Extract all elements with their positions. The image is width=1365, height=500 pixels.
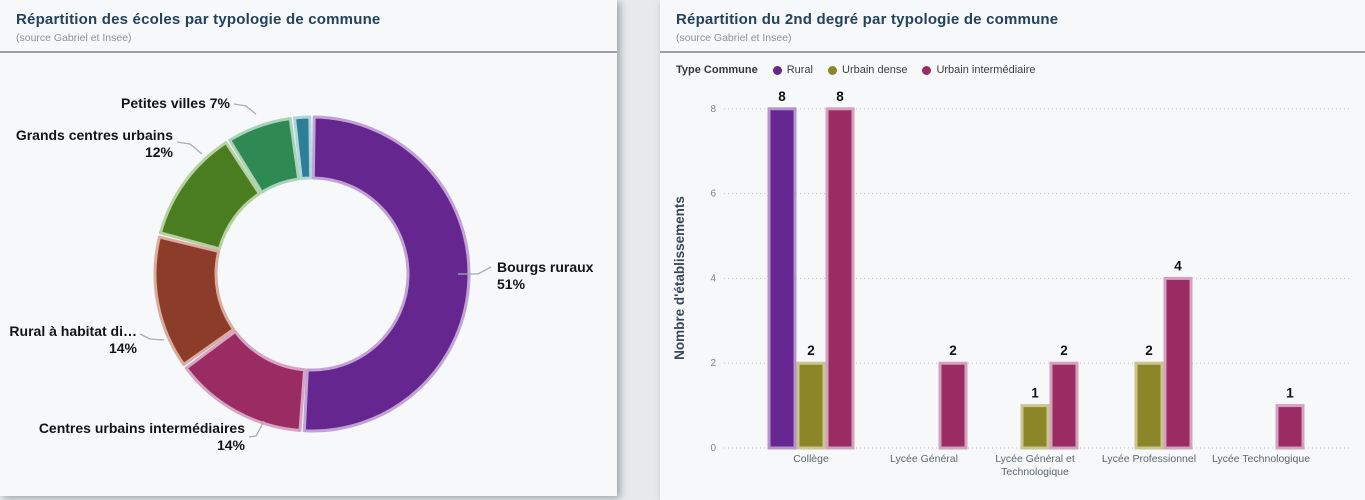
legend-item-urbain-intermédiaire[interactable]: Urbain intermédiaire [922, 64, 1035, 76]
donut-label-leader [176, 141, 203, 155]
bar-urbain-intermédiaire-lycée-général[interactable] [938, 361, 968, 450]
bar-urbain-dense-collège[interactable] [796, 361, 826, 450]
donut-label: Grands centres urbains [16, 127, 173, 143]
donut-label-value: 51% [497, 276, 526, 292]
y-tick-label: 6 [710, 189, 716, 200]
donut-label-leader [248, 420, 265, 438]
x-category-label: Lycée Général [890, 453, 958, 465]
bar-urbain-intermédiaire-lycée-professionnel[interactable] [1163, 276, 1193, 450]
bar-value-label: 4 [1174, 258, 1182, 273]
y-tick-label: 4 [710, 273, 716, 284]
legend-dot [772, 65, 782, 75]
donut-label: Rural à habitat di… [9, 323, 137, 339]
donut-label-leader [139, 333, 165, 341]
pie-card-header: Répartition des écoles par typologie de … [0, 0, 617, 53]
legend-item-rural[interactable]: Rural [772, 64, 813, 76]
bar-value-label: 1 [1031, 386, 1039, 401]
x-category-label: Collège [793, 453, 829, 465]
bar-urbain-intermédiaire-lycée-général-et-technologique[interactable] [1049, 361, 1079, 450]
legend-dot [922, 65, 932, 75]
donut-slice-grands-centres-urbains[interactable] [158, 141, 261, 251]
bar-value-label: 8 [836, 89, 844, 104]
x-category-label: Lycée Technologique [1212, 453, 1310, 465]
donut-slice-petites-villes[interactable] [228, 117, 301, 194]
pie-card-title: Répartition des écoles par typologie de … [16, 11, 381, 28]
bar-urbain-intermédiaire-collège[interactable] [825, 107, 855, 450]
y-tick-label: 8 [710, 104, 716, 115]
pie-card: Répartition des écoles par typologie de … [0, 0, 617, 496]
donut-label-value: 14% [217, 437, 246, 453]
pie-card-subtitle: (source Gabriel et Insee) [16, 32, 132, 44]
donut-label-value: 12% [145, 144, 174, 160]
legend-dot [828, 65, 837, 75]
legend-title: Type Commune [676, 64, 758, 76]
donut-slice-rural-à-habitat-di-[interactable] [153, 235, 236, 366]
bar-rural-collège[interactable] [767, 107, 797, 450]
donut-label: Centres urbains intermédiaires [39, 420, 245, 436]
donut-label: Bourgs ruraux [497, 259, 594, 275]
bar-urbain-intermédiaire-lycée-technologique[interactable] [1275, 404, 1305, 450]
donut-slice-unlabeled[interactable] [292, 115, 313, 181]
bar-value-label: 2 [1060, 343, 1068, 358]
donut-slice-centres-urbains-intermédiaires[interactable] [184, 330, 307, 433]
bar-value-label: 8 [778, 89, 786, 104]
x-category-label: Technologique [1001, 466, 1069, 478]
legend-label: Urbain intermédiaire [936, 64, 1036, 76]
x-category-label: Lycée Professionnel [1102, 453, 1196, 465]
y-axis-title: Nombre d'établissements [672, 196, 687, 360]
donut-label: Petites villes 7% [121, 95, 231, 111]
y-tick-label: 2 [710, 358, 716, 369]
bar-card: Répartition du 2nd degré par typologie d… [660, 0, 1365, 500]
donut-label-leader [233, 103, 257, 115]
donut-label-value: 14% [109, 340, 138, 356]
legend-label: Urbain dense [842, 64, 908, 76]
x-category-label: Lycée Général et [995, 453, 1075, 465]
bar-chart: 0 2 4 6 8 Nombre d'établissements 8 2 1 2 8 2 2 4 1 Col… [672, 89, 1350, 478]
bar-value-label: 2 [807, 343, 815, 358]
donut-slice-bourgs-ruraux[interactable] [302, 115, 471, 433]
legend-label: Rural [786, 64, 813, 76]
bar-value-label: 2 [1145, 343, 1153, 358]
bar-card-subtitle: (source Gabriel et Insee) [676, 32, 792, 44]
bar-urbain-dense-lycée-général-et-technologique[interactable] [1020, 404, 1050, 450]
bar-card-title: Répartition du 2nd degré par typologie d… [676, 11, 1059, 28]
bar-card-header: Répartition du 2nd degré par typologie d… [660, 0, 1365, 53]
bar-legend: Type Commune Rural Urbain dense Urbain int… [676, 64, 1035, 76]
donut-label-leader [458, 266, 492, 275]
bar-urbain-dense-lycée-professionnel[interactable] [1134, 361, 1164, 450]
legend-item-urbain-dense[interactable]: Urbain dense [828, 64, 907, 76]
y-tick-label: 0 [710, 443, 716, 454]
bar-value-label: 2 [949, 343, 957, 358]
bar-value-label: 1 [1286, 386, 1294, 401]
